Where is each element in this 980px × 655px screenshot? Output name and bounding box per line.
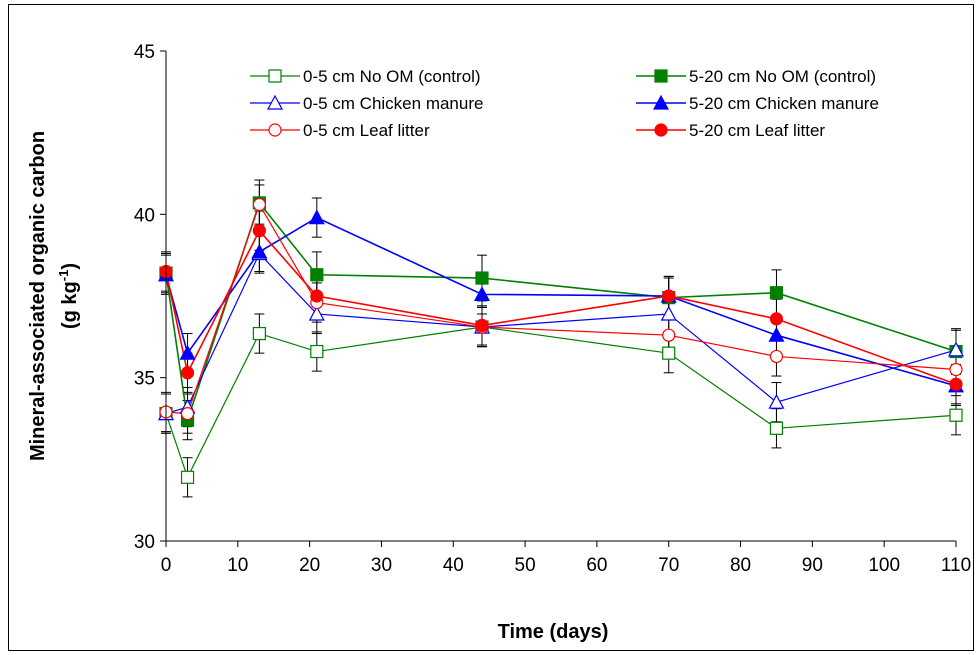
series-line-1 [165, 326, 957, 479]
legend-label: 5-20 cm Leaf litter [689, 121, 825, 140]
y-axis-title-line2: (g kg-1) [56, 263, 81, 329]
data-point-series-6 [662, 289, 676, 303]
x-tick-label: 90 [802, 555, 823, 576]
legend-label: 5-20 cm Chicken manure [689, 94, 879, 113]
legend-label: 0-5 cm No OM (control) [303, 67, 481, 86]
x-tick-label: 70 [658, 555, 679, 576]
y-axis-unit-superscript: -1 [56, 270, 71, 282]
x-axis-title: Time (days) [498, 621, 609, 643]
data-point-series-4 [473, 286, 491, 301]
data-point-series-6 [180, 366, 195, 380]
series-line-2 [165, 201, 957, 421]
legend: 0-5 cm No OM (control) 5-20 cm No OM (con… [250, 67, 879, 140]
legend-marker [268, 69, 282, 83]
data-point-series-5 [180, 407, 195, 421]
data-point-series-5 [949, 362, 963, 377]
x-tick-label: 100 [868, 555, 900, 576]
y-tick-label: 40 [134, 205, 155, 226]
axes [160, 50, 957, 547]
legend-marker [654, 69, 668, 83]
x-tick-label: 20 [299, 555, 320, 576]
data-point-series-4 [308, 209, 325, 225]
x-tick-label: 50 [515, 555, 536, 576]
legend-marker [654, 123, 668, 137]
data-point-series-5 [662, 328, 676, 342]
data-point-series-4 [251, 243, 268, 259]
data-point-series-1 [252, 326, 266, 341]
x-tick-label: 30 [371, 555, 392, 576]
data-point-series-6 [769, 312, 784, 326]
data-point-series-6 [475, 318, 489, 332]
data-point-series-5 [769, 349, 784, 364]
y-tick-label: 45 [134, 42, 155, 63]
data-point-series-2 [310, 268, 324, 282]
data-point-series-3 [768, 393, 785, 409]
data-point-series-6 [949, 377, 963, 391]
legend-label: 5-20 cm No OM (control) [689, 67, 876, 86]
data-point-series-2 [475, 271, 489, 285]
data-point-series-3 [947, 341, 965, 357]
series-lines [165, 201, 957, 479]
data-point-series-2 [769, 286, 784, 300]
data-point-series-6 [252, 224, 266, 238]
x-tick-label: 60 [586, 555, 607, 576]
data-point-series-1 [662, 346, 676, 360]
data-point-series-1 [769, 421, 784, 435]
data-point-series-1 [310, 344, 324, 359]
legend-marker [268, 123, 282, 137]
data-point-series-1 [949, 408, 963, 422]
tick-labels: 30 35 40 45 0 10 20 30 40 50 60 70 80 90 100 110 [134, 42, 971, 576]
legend-label: 0-5 cm Chicken manure [303, 94, 483, 113]
legend-label: 0-5 cm Leaf litter [303, 121, 430, 140]
y-axis-title-line1: Mineral-associated organic carbon [27, 131, 49, 461]
x-tick-label: 80 [730, 555, 751, 576]
legend-marker [652, 94, 670, 110]
data-point-series-4 [768, 326, 785, 342]
series-line-6 [165, 229, 957, 385]
x-tick-label: 110 [941, 555, 971, 576]
data-point-series-6 [310, 289, 324, 303]
data-point-series-5 [252, 197, 266, 212]
legend-marker [266, 94, 284, 110]
data-point-series-4 [179, 344, 196, 360]
y-axis-unit-prefix: (g kg [59, 281, 81, 329]
y-axis-unit-suffix: ) [59, 263, 81, 270]
series-line-3 [165, 252, 957, 415]
data-point-series-3 [308, 305, 325, 321]
series-line-5 [165, 203, 957, 415]
y-tick-label: 35 [134, 369, 155, 390]
series-markers [157, 196, 965, 484]
data-point-series-1 [180, 470, 195, 484]
x-tick-label: 40 [443, 555, 464, 576]
x-tick-label: 0 [161, 555, 172, 576]
y-tick-label: 30 [134, 532, 155, 553]
series-line-4 [165, 216, 957, 387]
data-point-series-3 [660, 305, 677, 321]
x-tick-label: 10 [227, 555, 248, 576]
